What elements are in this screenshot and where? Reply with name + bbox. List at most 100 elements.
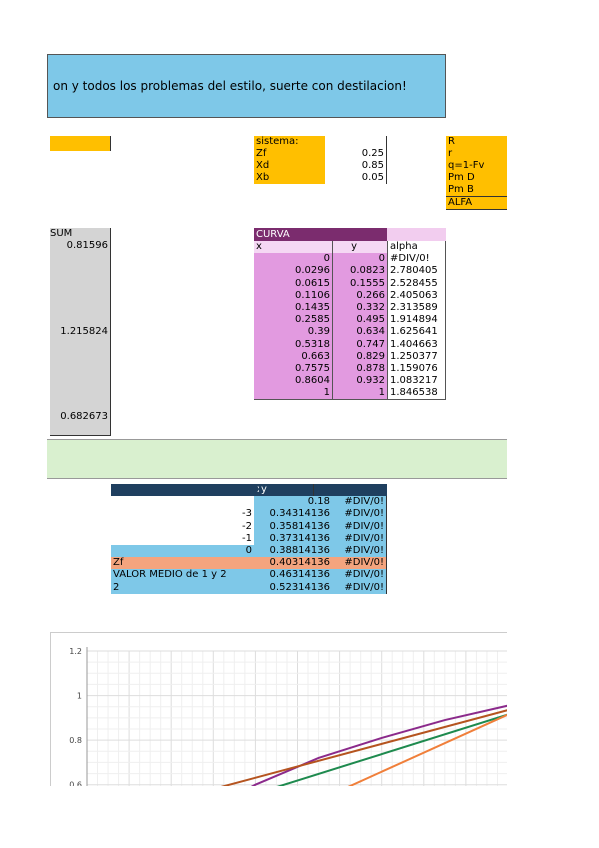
- q-x-cell[interactable]: 0.40314136: [254, 557, 332, 570]
- curva-alpha-cell[interactable]: 2.528455: [387, 277, 446, 290]
- sum-cell[interactable]: 0.682673: [60, 410, 108, 422]
- curva-y-cell[interactable]: 0.747: [332, 338, 387, 351]
- q-cell[interactable]: -3: [242, 508, 252, 520]
- q-cell[interactable]: Zf: [111, 557, 254, 570]
- sum-cell[interactable]: [50, 338, 110, 350]
- curva-alpha-cell[interactable]: 1.625641: [387, 326, 446, 339]
- curva-alpha-cell[interactable]: 2.313589: [387, 301, 446, 315]
- sum-cell[interactable]: [50, 313, 110, 325]
- q-y-cell[interactable]: #DIV/0!: [332, 581, 387, 594]
- curva-alpha-cell[interactable]: 2.780405: [387, 265, 446, 278]
- curva-title[interactable]: CURVA: [254, 228, 387, 241]
- param-label[interactable]: q=1-Fv: [448, 160, 485, 171]
- curva-row: 0.39 0.634 1.625641: [254, 326, 446, 339]
- curva-y-cell[interactable]: 0.495: [332, 314, 387, 327]
- q-y-cell[interactable]: #DIV/0!: [332, 508, 387, 521]
- sum-cell[interactable]: [50, 374, 110, 386]
- sum-cell[interactable]: 1.215824: [60, 325, 108, 337]
- curva-alpha-cell[interactable]: 1.404663: [387, 338, 446, 351]
- q-x-cell[interactable]: 0.46314136: [254, 569, 332, 582]
- curva-alpha-cell[interactable]: 1.159076: [387, 362, 446, 376]
- curva-alpha-cell[interactable]: 2.405063: [387, 289, 446, 302]
- param-label[interactable]: Pm B: [448, 184, 474, 195]
- curva-x-cell[interactable]: 0.1106: [254, 289, 332, 302]
- q-x-cell[interactable]: 0.52314136: [254, 581, 332, 594]
- curva-y-cell[interactable]: 0.878: [332, 362, 387, 376]
- curva-alpha-cell[interactable]: 1.250377: [387, 350, 446, 363]
- q-x-cell[interactable]: 0.18: [254, 496, 332, 509]
- curva-title-extension[interactable]: [387, 228, 446, 241]
- sistema-value[interactable]: 0.05: [325, 172, 387, 184]
- param-label[interactable]: Pm D: [448, 172, 475, 183]
- curva-header-alpha[interactable]: alpha: [387, 241, 446, 254]
- curva-x-cell[interactable]: 0: [254, 253, 332, 266]
- curva-x-cell[interactable]: 0.663: [254, 350, 332, 363]
- curva-header-y[interactable]: y: [332, 241, 387, 254]
- sistema-label[interactable]: sistema:: [254, 136, 325, 148]
- curva-header-x[interactable]: x: [254, 241, 332, 254]
- curva-x-cell[interactable]: 0.2585: [254, 314, 332, 327]
- param-label[interactable]: r: [448, 148, 453, 159]
- q-cell[interactable]: 0: [111, 544, 254, 558]
- sum-cell[interactable]: [50, 289, 110, 301]
- sum-cell[interactable]: [50, 362, 110, 374]
- sum-cell[interactable]: [50, 399, 110, 411]
- sistema-value[interactable]: 0.25: [325, 148, 387, 160]
- curva-x-cell[interactable]: 0.8604: [254, 375, 332, 388]
- q-cell[interactable]: [111, 496, 254, 508]
- param-label[interactable]: ALFA: [446, 196, 507, 210]
- chart[interactable]: 1.2 1 0.8 0.6: [50, 632, 507, 786]
- curva-y-cell[interactable]: 1: [332, 387, 387, 400]
- sum-cell[interactable]: [50, 277, 110, 289]
- q-x-cell[interactable]: 0.34314136: [254, 508, 332, 521]
- q-x-cell[interactable]: 0.37314136: [254, 532, 332, 545]
- sum-cell[interactable]: [50, 265, 110, 277]
- curva-y-cell[interactable]: 0.266: [332, 289, 387, 302]
- q-y-cell[interactable]: #DIV/0!: [332, 496, 387, 509]
- sum-cell[interactable]: [50, 386, 110, 398]
- sistema-label[interactable]: Xb: [254, 172, 325, 184]
- curva-alpha-cell[interactable]: #DIV/0!: [387, 253, 446, 266]
- sistema-label[interactable]: Zf: [254, 148, 325, 160]
- q-cell[interactable]: -1: [242, 532, 252, 544]
- curva-alpha-cell[interactable]: 1.914894: [387, 314, 446, 327]
- curva-x-cell[interactable]: 0.5318: [254, 338, 332, 351]
- curva-y-cell[interactable]: 0.0823: [332, 265, 387, 278]
- curva-x-cell[interactable]: 0.0296: [254, 265, 332, 278]
- curva-y-cell[interactable]: 0.932: [332, 375, 387, 388]
- q-y-cell[interactable]: #DIV/0!: [332, 569, 387, 582]
- q-y-cell[interactable]: #DIV/0!: [332, 544, 387, 558]
- curva-y-cell[interactable]: 0.1555: [332, 277, 387, 290]
- sum-cell[interactable]: 0.81596: [66, 240, 108, 252]
- q-x-cell[interactable]: 0.38814136: [254, 544, 332, 558]
- curva-y-cell[interactable]: 0: [332, 253, 387, 266]
- q-y-cell[interactable]: #DIV/0!: [332, 557, 387, 570]
- curva-x-cell[interactable]: 0.7575: [254, 362, 332, 376]
- curva-y-cell[interactable]: 0.332: [332, 301, 387, 315]
- q-cell[interactable]: 2: [111, 581, 254, 594]
- param-label[interactable]: R: [448, 136, 455, 147]
- q-header-y[interactable]: y: [259, 484, 314, 497]
- sum-cell[interactable]: [50, 252, 110, 264]
- orange-cell[interactable]: [50, 136, 111, 151]
- q-y-cell[interactable]: #DIV/0!: [332, 520, 387, 533]
- curva-x-cell[interactable]: 0.0615: [254, 277, 332, 290]
- sum-cell[interactable]: [50, 301, 110, 313]
- q-header-x[interactable]: x: [111, 484, 263, 497]
- sistema-value[interactable]: 0.85: [325, 160, 387, 172]
- curva-y-cell[interactable]: 0.634: [332, 326, 387, 339]
- curva-x-cell[interactable]: 0.1435: [254, 301, 332, 315]
- sum-cell[interactable]: [50, 350, 110, 362]
- curva-alpha-cell[interactable]: 1.846538: [387, 387, 446, 400]
- sum-header[interactable]: SUM: [50, 228, 73, 239]
- sistema-value[interactable]: [325, 136, 387, 148]
- curva-alpha-cell[interactable]: 1.083217: [387, 375, 446, 388]
- q-x-cell[interactable]: 0.35814136: [254, 520, 332, 533]
- q-cell[interactable]: -2: [242, 520, 252, 532]
- sistema-label[interactable]: Xd: [254, 160, 325, 172]
- curva-x-cell[interactable]: 1: [254, 387, 332, 400]
- curva-x-cell[interactable]: 0.39: [254, 326, 332, 339]
- curva-y-cell[interactable]: 0.829: [332, 350, 387, 363]
- q-cell[interactable]: VALOR MEDIO de 1 y 2: [111, 569, 254, 582]
- q-y-cell[interactable]: #DIV/0!: [332, 532, 387, 545]
